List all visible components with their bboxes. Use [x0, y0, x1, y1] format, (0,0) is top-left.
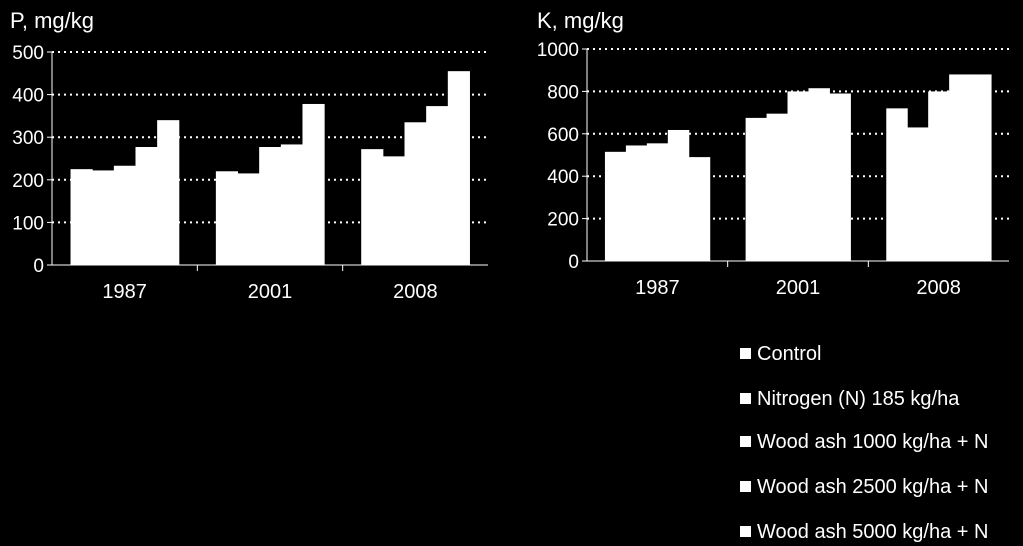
- bar-k-2008-s1: [907, 127, 929, 261]
- legend-label: Control: [757, 343, 822, 365]
- y-tick-label-k: 400: [547, 167, 579, 188]
- y-tick-label-k: 0: [568, 252, 579, 273]
- y-tick-label-k: 200: [547, 210, 579, 231]
- legend-swatch: [740, 526, 751, 537]
- legend-item-ash-1000: Wood ash 1000 kg/ha + N: [740, 430, 988, 454]
- legend-item-control: Control: [740, 342, 821, 366]
- bar-p-2008-s2: [404, 122, 427, 265]
- x-tick-label-k: 1987: [635, 277, 680, 299]
- bar-k-2008-s4: [970, 74, 992, 261]
- bar-p-1987-s1: [92, 170, 115, 265]
- y-tick-label-p: 400: [12, 86, 44, 107]
- x-tick-label-p: 1987: [102, 281, 147, 303]
- y-tick-label-p: 200: [12, 171, 44, 192]
- x-tick-label-p: 2008: [393, 281, 438, 303]
- bar-k-1987-s0: [604, 151, 627, 261]
- y-tick-label-k: 800: [547, 82, 579, 103]
- legend-swatch: [740, 436, 751, 447]
- bar-k-2001-s3: [808, 88, 830, 261]
- bar-p-2008-s1: [382, 156, 406, 265]
- bar-p-2001-s3: [280, 144, 303, 265]
- legend-swatch: [740, 348, 751, 359]
- bar-k-2001-s0: [745, 117, 768, 262]
- y-tick-label-p: 300: [12, 128, 44, 149]
- bar-k-1987-s3: [667, 129, 690, 261]
- bar-k-1987-s1: [625, 145, 648, 261]
- bar-k-2008-s0: [886, 108, 908, 261]
- bar-p-2001-s4: [302, 103, 325, 265]
- bar-p-2008-s4: [447, 71, 470, 265]
- x-tick-label-p: 2001: [248, 281, 293, 303]
- bar-p-2008-s3: [426, 106, 449, 266]
- legend-item-ash-2500: Wood ash 2500 kg/ha + N: [740, 475, 988, 499]
- bar-k-1987-s2: [646, 143, 669, 261]
- bar-p-1987-s2: [113, 165, 136, 265]
- bar-k-2008-s3: [949, 74, 971, 261]
- legend-swatch: [740, 481, 751, 492]
- bar-k-2001-s1: [766, 113, 789, 261]
- legend-label: Wood ash 2500 kg/ha + N: [757, 476, 989, 498]
- y-tick-label-p: 0: [33, 256, 44, 277]
- legend-item-nitrogen: Nitrogen (N) 185 kg/ha: [740, 387, 959, 411]
- bar-k-2001-s2: [787, 91, 809, 262]
- bar-p-2001-s1: [237, 173, 260, 265]
- bar-p-2001-s2: [259, 146, 282, 265]
- y-tick-label-k: 1000: [537, 40, 579, 61]
- bar-p-2001-s0: [215, 171, 239, 265]
- bar-p-1987-s4: [157, 120, 180, 265]
- y-tick-label-k: 600: [547, 125, 579, 146]
- legend-label: Wood ash 5000 kg/ha + N: [757, 521, 989, 543]
- bar-k-2008-s2: [928, 91, 950, 262]
- chart-title-k: K, mg/kg: [537, 8, 624, 33]
- bar-k-2001-s4: [829, 93, 851, 262]
- y-tick-label-p: 500: [12, 43, 44, 64]
- x-tick-label-k: 2001: [776, 277, 821, 299]
- legend-label: Nitrogen (N) 185 kg/ha: [757, 388, 960, 410]
- chart-title-p: P, mg/kg: [10, 8, 94, 33]
- x-tick-label-k: 2008: [916, 277, 961, 299]
- bar-k-1987-s4: [688, 157, 711, 261]
- bar-p-2008-s0: [361, 149, 384, 265]
- bar-p-1987-s3: [135, 146, 158, 265]
- legend-label: Wood ash 1000 kg/ha + N: [757, 431, 989, 453]
- legend-swatch: [740, 393, 751, 404]
- y-tick-label-p: 100: [12, 213, 44, 234]
- bar-p-1987-s0: [70, 169, 93, 265]
- legend-item-ash-5000: Wood ash 5000 kg/ha + N: [740, 520, 988, 544]
